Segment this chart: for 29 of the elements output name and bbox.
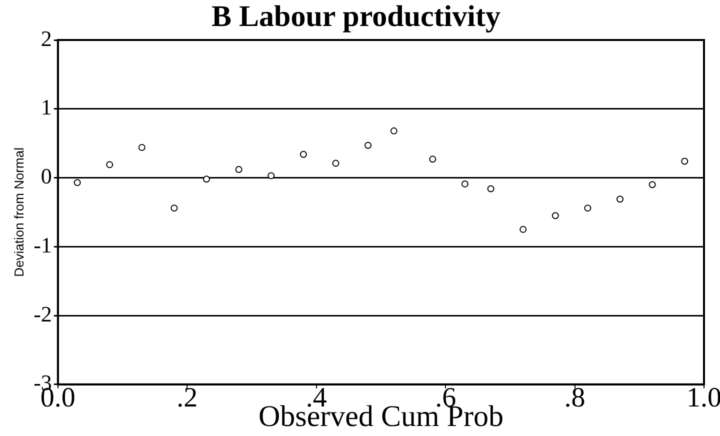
point xyxy=(203,176,210,183)
x-tick-label: .2 xyxy=(176,382,198,414)
point xyxy=(681,158,688,165)
point xyxy=(74,179,81,186)
point xyxy=(552,212,559,220)
chart-title: B Labour productivity xyxy=(212,0,500,33)
y-tick-label: 1 xyxy=(40,94,52,120)
point xyxy=(584,204,592,212)
point xyxy=(616,196,624,203)
point xyxy=(268,172,275,180)
point xyxy=(332,160,340,167)
point xyxy=(235,166,242,173)
x-tick-label: .8 xyxy=(564,382,586,414)
y-tick-label: 2 xyxy=(40,26,52,51)
point xyxy=(487,185,494,192)
point xyxy=(106,161,114,168)
point xyxy=(170,204,178,212)
y-tick-label: -1 xyxy=(34,232,52,258)
point xyxy=(461,180,468,188)
point xyxy=(300,150,307,158)
point xyxy=(648,181,656,188)
point xyxy=(520,226,527,233)
point xyxy=(364,142,372,149)
point xyxy=(429,156,436,163)
y-tick-label: 0 xyxy=(40,164,52,189)
point xyxy=(390,127,398,134)
point xyxy=(138,144,146,151)
y-axis-title: Deviation from Normal xyxy=(11,147,26,277)
y-tick-label: -2 xyxy=(34,301,52,326)
